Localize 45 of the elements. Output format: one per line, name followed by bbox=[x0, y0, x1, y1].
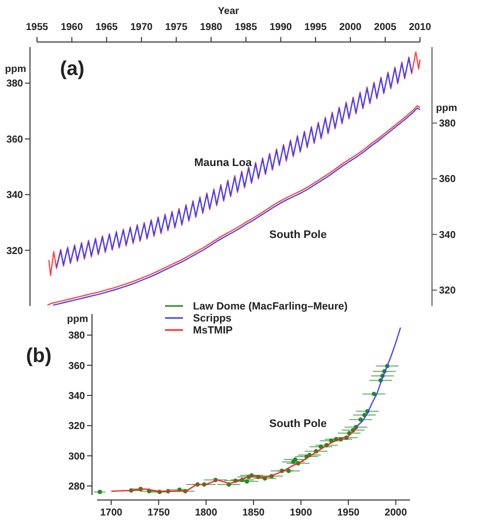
text: (b) bbox=[26, 345, 52, 367]
y2-tick-label: 360 bbox=[439, 174, 456, 186]
x-tick-label: 1970 bbox=[130, 22, 154, 33]
x-tick-label: 1955 bbox=[26, 22, 49, 33]
y-tick-label: 320 bbox=[6, 246, 24, 257]
x-tick-label: 2000 bbox=[384, 508, 408, 518]
annotation: South Pole bbox=[269, 418, 327, 430]
x-tick-label: 1965 bbox=[96, 22, 118, 33]
x-tick-label: 1750 bbox=[148, 508, 170, 518]
x-tick-label: 1950 bbox=[337, 508, 360, 518]
annotation: South Pole bbox=[269, 228, 327, 241]
x-tick-label: 2000 bbox=[339, 22, 362, 33]
y-axis-title: ppm bbox=[5, 64, 26, 75]
y-tick-label: 340 bbox=[6, 190, 24, 202]
legend-label: MsTMIP bbox=[193, 324, 233, 337]
x-tick-label: 1800 bbox=[194, 508, 218, 518]
x-tick-label: 1900 bbox=[290, 508, 312, 518]
y-tick-label: 360 bbox=[68, 360, 86, 372]
x-tick-label: 2010 bbox=[408, 22, 432, 33]
y-tick-label: 300 bbox=[68, 451, 86, 462]
x-tick-label: 1990 bbox=[270, 22, 292, 33]
x-tick-label: 1975 bbox=[165, 22, 188, 33]
x-tick-label: 1995 bbox=[304, 22, 328, 33]
text: (a) bbox=[60, 58, 84, 80]
x-tick-label: 1985 bbox=[234, 22, 258, 33]
annotation: Mauna Loa bbox=[194, 156, 253, 169]
y-axis-title: ppm bbox=[67, 314, 88, 325]
y-tick-label: 380 bbox=[68, 330, 86, 342]
y-tick-label: 380 bbox=[6, 78, 24, 90]
y2-tick-label: 380 bbox=[439, 118, 456, 130]
x-axis-title: Year bbox=[218, 6, 240, 17]
y2-axis-title: ppm bbox=[436, 103, 458, 114]
x-tick-label: 1700 bbox=[100, 508, 123, 518]
x-tick-label: 1980 bbox=[200, 22, 223, 33]
x-tick-label: 1850 bbox=[242, 508, 266, 518]
y-tick-label: 320 bbox=[68, 421, 86, 432]
y-tick-label: 340 bbox=[68, 390, 86, 402]
legend-label: Scripps bbox=[193, 312, 232, 325]
y2-tick-label: 320 bbox=[439, 286, 456, 297]
x-tick-label: 2005 bbox=[374, 22, 397, 33]
y-tick-label: 280 bbox=[68, 481, 86, 492]
legend-label: Law Dome (MacFarling–Meure) bbox=[193, 300, 348, 313]
y-tick-label: 360 bbox=[6, 134, 24, 146]
y2-tick-label: 340 bbox=[439, 230, 456, 241]
x-tick-label: 1960 bbox=[60, 22, 84, 33]
